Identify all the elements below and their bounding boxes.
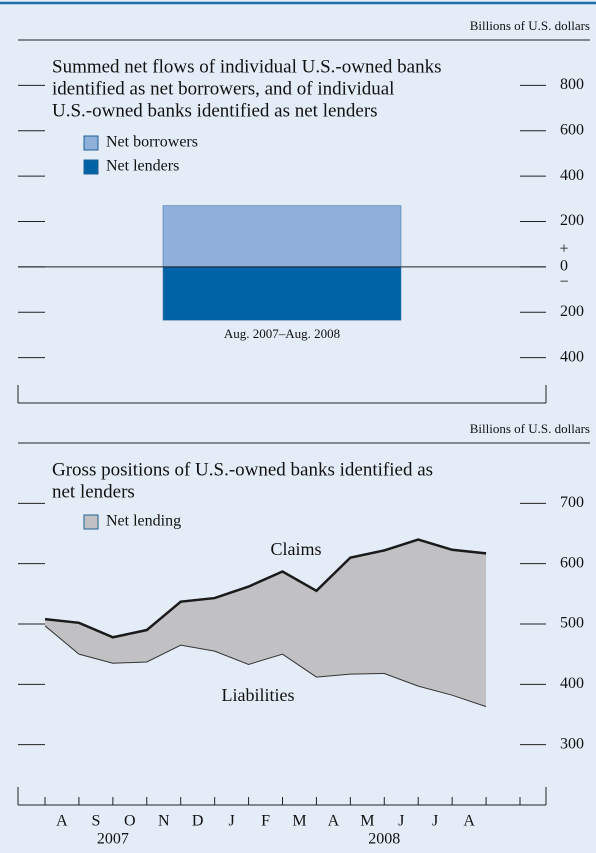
chart-title: Summed net flows of individual U.S.-owne… [52, 56, 441, 77]
units-label: Billions of U.S. dollars [470, 421, 590, 436]
x-tick-label: D [192, 813, 204, 830]
x-tick-label: O [124, 813, 136, 830]
x-tick-label: N [158, 813, 170, 830]
area [45, 539, 487, 707]
legend-swatch [83, 135, 99, 151]
x-tick-label: A [463, 813, 475, 830]
zero-sign: + [559, 241, 568, 258]
legend-swatch [83, 514, 99, 530]
x-tick-label: J [228, 813, 234, 830]
chart-title: net lenders [52, 481, 135, 502]
x-tick-label: M [292, 813, 306, 830]
series-label: Claims [270, 539, 321, 559]
x-tick-label: J [432, 813, 438, 830]
y-tick-label: 300 [560, 735, 584, 752]
x-tick-label: S [91, 813, 100, 830]
chart-title: identified as net borrowers, and of indi… [52, 78, 394, 99]
x-tick-label: F [261, 813, 270, 830]
line [44, 538, 487, 639]
y-tick-label: 400 [560, 675, 584, 692]
y-tick-label: 0 [560, 258, 568, 275]
legend-label: Net lenders [106, 158, 179, 175]
legend-label: Net lending [106, 513, 181, 530]
line [44, 625, 487, 708]
y-tick-label: 200 [560, 212, 584, 229]
chart-title: Gross positions of U.S.-owned banks iden… [52, 459, 433, 480]
bar [162, 205, 402, 268]
y-tick-label: 600 [560, 121, 584, 138]
category-label: Aug. 2007–Aug. 2008 [224, 326, 340, 341]
x-tick-label: A [56, 813, 68, 830]
legend-label: Net borrowers [106, 134, 198, 151]
y-tick-label: 400 [560, 348, 584, 365]
y-tick-label: 600 [560, 554, 584, 571]
year-label: 2007 [97, 831, 129, 848]
units-label: Billions of U.S. dollars [470, 18, 590, 33]
y-tick-label: 700 [560, 494, 584, 511]
y-tick-label: 500 [560, 615, 584, 632]
bar [162, 266, 402, 321]
y-tick-label: 800 [560, 76, 584, 93]
chart-title: U.S.-owned banks identified as net lende… [52, 100, 378, 121]
year-label: 2008 [368, 831, 400, 848]
y-tick-label: 200 [560, 303, 584, 320]
y-tick-label: 400 [560, 167, 584, 184]
series-label: Liabilities [222, 685, 295, 705]
x-tick-label: M [360, 813, 374, 830]
x-tick-label: A [328, 813, 340, 830]
zero-sign: − [559, 274, 568, 291]
x-tick-label: J [398, 813, 404, 830]
legend-swatch [83, 159, 99, 175]
